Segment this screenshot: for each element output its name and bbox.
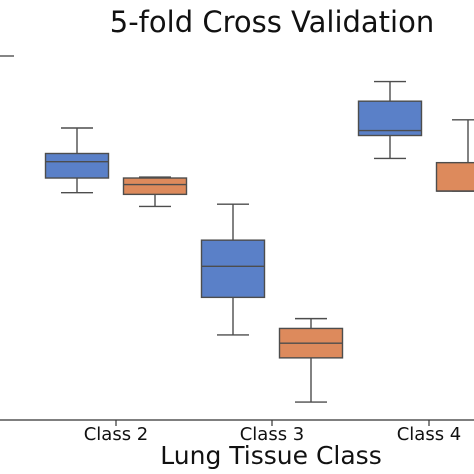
plot-area [44,80,474,403]
box-1-class-2 [44,127,110,194]
box-2-class-4 [435,119,474,192]
box-iqr [200,239,266,299]
box-iqr [435,161,474,192]
box-iqr [357,100,423,137]
x-axis-label: Lung Tissue Class [160,441,381,470]
box-iqr [44,152,110,179]
x-axis-ticks: Class 2 Class 3 Class 4 [84,420,462,445]
x-tick-label: Class 2 [84,424,149,445]
box-1-class-4 [357,80,423,160]
x-tick-label: Class 3 [240,424,305,445]
box-1-class-3 [200,203,266,336]
box-2-class-3 [278,317,344,403]
x-tick-label: Class 4 [397,424,462,445]
box-2-class-2 [122,176,188,208]
box-iqr [122,177,188,196]
chart-title: 5-fold Cross Validation [110,5,434,39]
